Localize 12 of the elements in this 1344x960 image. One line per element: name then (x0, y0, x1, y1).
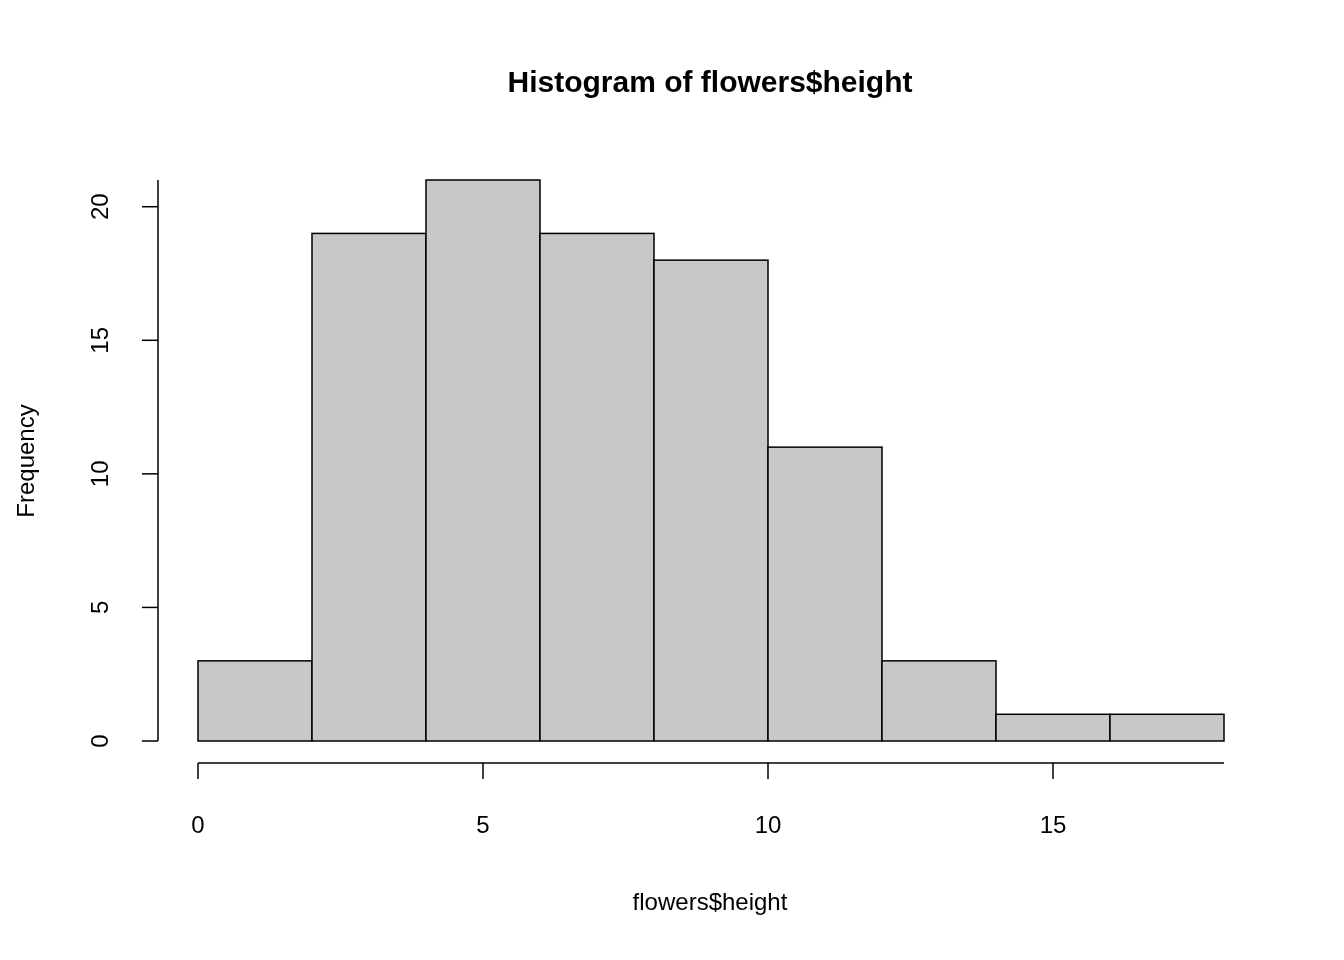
x-tick-label: 15 (1039, 811, 1067, 838)
x-tick-label: 5 (476, 811, 490, 838)
x-tick-label: 10 (754, 811, 782, 838)
chart-title: Histogram of flowers$height (507, 65, 913, 98)
x-axis-title: flowers$height (632, 888, 788, 915)
y-tick-label: 5 (86, 600, 113, 615)
y-axis-title: Frequency (12, 404, 39, 518)
x-tick-label: 0 (191, 811, 205, 838)
y-tick-label: 10 (86, 460, 113, 488)
y-tick-label: 15 (86, 326, 113, 354)
y-tick-label: 0 (86, 734, 113, 748)
y-tick-label: 20 (86, 193, 113, 221)
